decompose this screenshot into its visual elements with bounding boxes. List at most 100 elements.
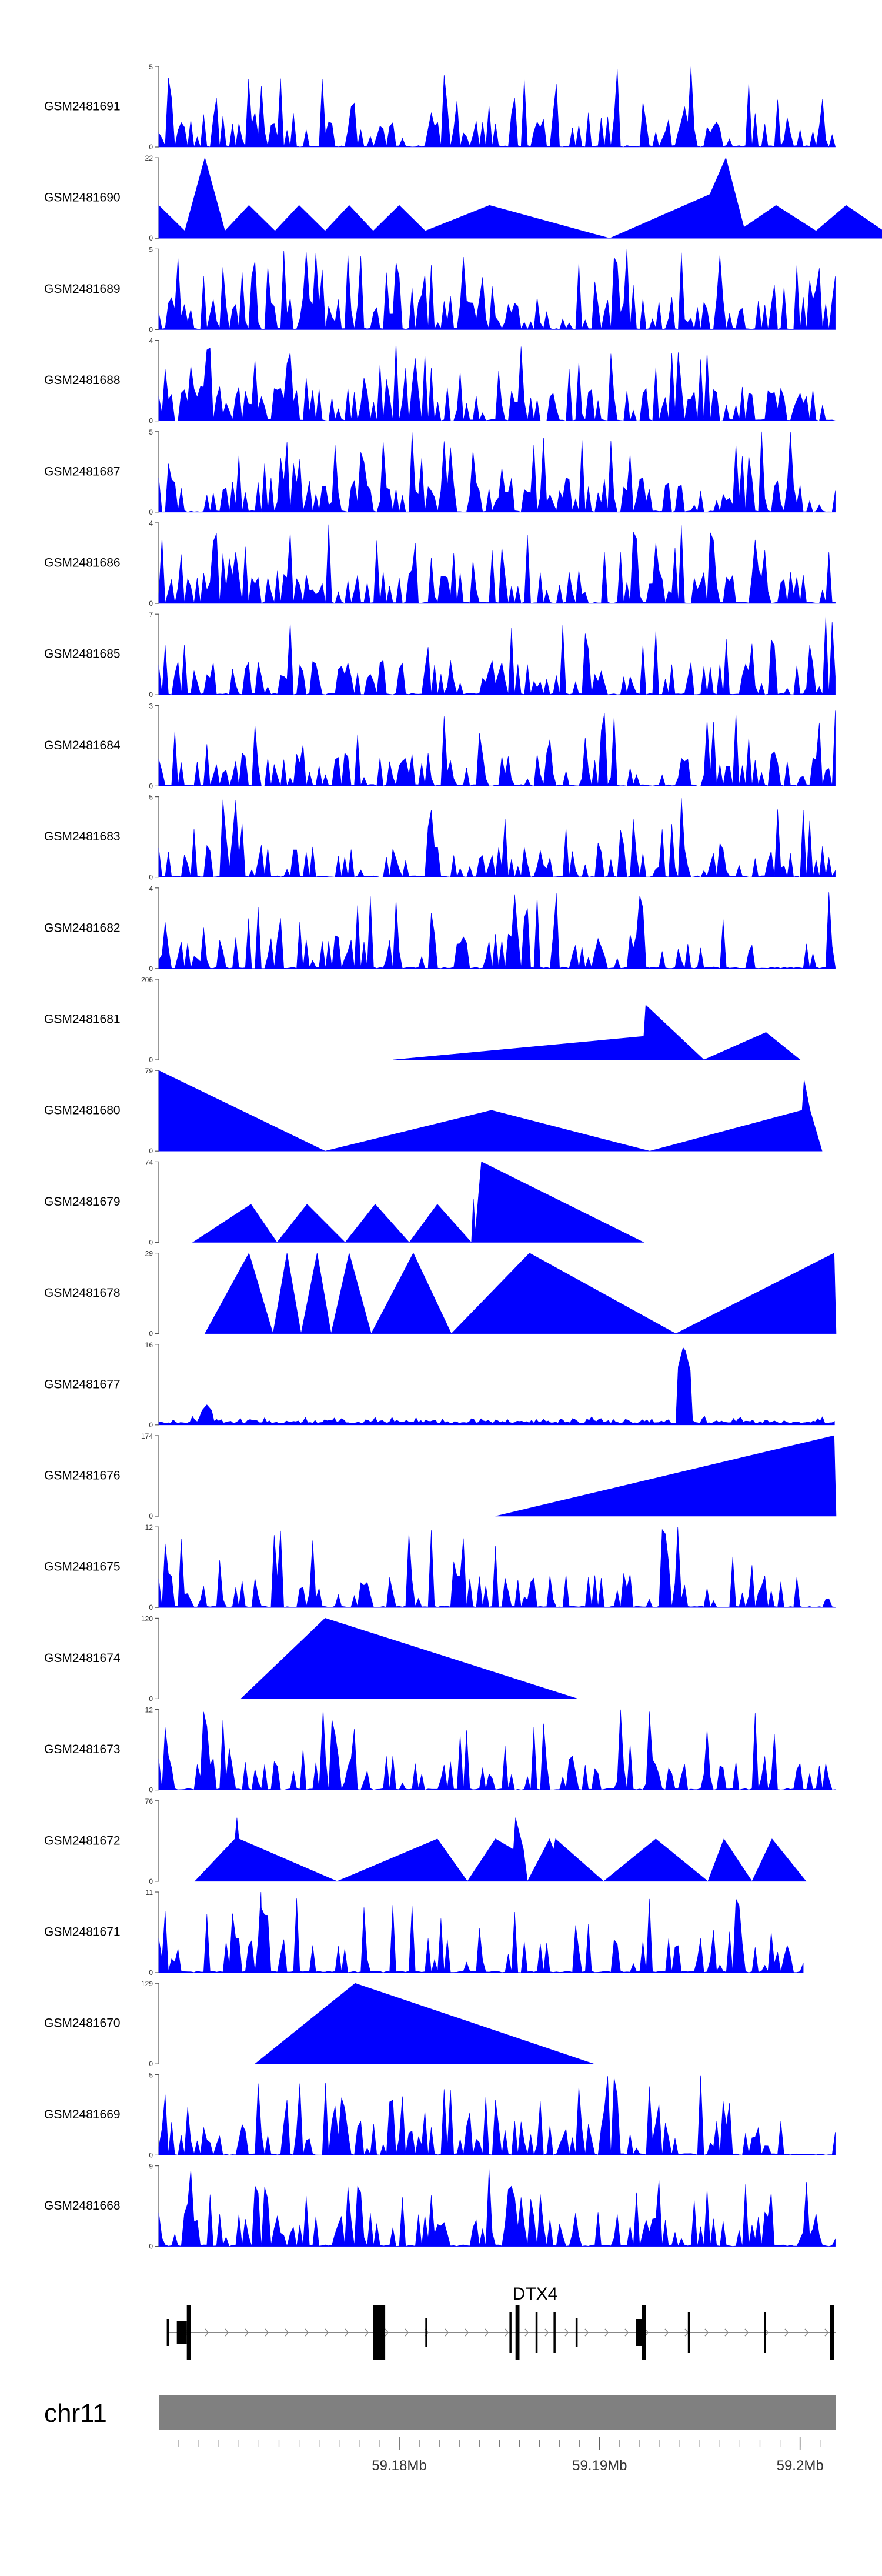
track-y-zero-label: 0 xyxy=(149,1330,153,1338)
strand-arrow xyxy=(564,2328,569,2337)
track-y-zero-label: 0 xyxy=(149,417,153,425)
track-label: GSM2481679 xyxy=(44,1195,121,1209)
strand-arrow xyxy=(604,2328,609,2337)
track-GSM2481676: GSM2481676 174 0 xyxy=(44,1432,837,1520)
coverage-tracks: GSM248169150GSM2481690220GSM248168950GSM… xyxy=(44,63,882,2251)
track-y-max-label: 7 xyxy=(149,610,153,619)
exon xyxy=(509,2312,512,2353)
coverage-area xyxy=(158,1709,836,1790)
track-y-max-label: 3 xyxy=(149,702,153,710)
track-GSM2481689: GSM2481689 5 0 xyxy=(44,245,836,333)
strand-arrow xyxy=(664,2328,669,2337)
strand-arrow xyxy=(624,2328,629,2337)
track-label: GSM2481681 xyxy=(44,1013,121,1026)
track-GSM2481677: GSM2481677 16 0 xyxy=(44,1341,835,1429)
track-y-zero-label: 0 xyxy=(149,1238,153,1246)
track-y-zero-label: 0 xyxy=(149,599,153,608)
exon xyxy=(575,2318,578,2347)
coverage-area xyxy=(158,1891,804,1973)
gene-exons xyxy=(166,2305,834,2360)
gene-label: DTX4 xyxy=(513,2284,558,2304)
track-label: GSM2481684 xyxy=(44,739,121,752)
track-y-zero-label: 0 xyxy=(149,965,153,973)
track-GSM2481671: GSM2481671 11 0 xyxy=(44,1888,804,1977)
track-label: GSM2481688 xyxy=(44,373,121,387)
coverage-area xyxy=(158,524,836,604)
coverage-area xyxy=(495,1435,837,1517)
strand-arrow xyxy=(465,2328,469,2337)
track-y-max-label: 4 xyxy=(149,519,153,528)
track-label: GSM2481672 xyxy=(44,1834,121,1847)
strand-arrow xyxy=(285,2328,289,2337)
exon xyxy=(515,2305,520,2360)
coverage-area xyxy=(158,2075,836,2156)
track-y-zero-label: 0 xyxy=(149,1603,153,1611)
coverage-area xyxy=(158,2168,836,2247)
track-GSM2481686: GSM2481686 4 0 xyxy=(44,519,836,608)
exon xyxy=(186,2305,191,2360)
coverage-area xyxy=(194,1817,807,1882)
track-y-zero-label: 0 xyxy=(149,508,153,516)
coverage-area xyxy=(158,710,836,787)
exon xyxy=(642,2305,646,2360)
strand-arrow xyxy=(385,2328,389,2337)
strand-arrow xyxy=(524,2328,529,2337)
track-GSM2481681: GSM2481681 206 0 xyxy=(44,976,801,1064)
track-y-zero-label: 0 xyxy=(149,143,153,151)
track-GSM2481687: GSM2481687 5 0 xyxy=(44,428,836,516)
track-y-max-label: 4 xyxy=(149,885,153,893)
strand-arrow xyxy=(744,2328,749,2337)
track-label: GSM2481670 xyxy=(44,2017,121,2030)
track-label: GSM2481673 xyxy=(44,1743,121,1756)
track-y-max-label: 129 xyxy=(141,1980,153,1988)
track-y-max-label: 22 xyxy=(145,154,153,162)
coverage-area xyxy=(204,1252,837,1334)
track-y-zero-label: 0 xyxy=(149,1877,153,1886)
track-label: GSM2481687 xyxy=(44,465,121,478)
track-label: GSM2481674 xyxy=(44,1651,121,1665)
track-GSM2481674: GSM2481674 120 0 xyxy=(44,1614,578,1703)
track-GSM2481685: GSM2481685 7 0 xyxy=(44,610,836,699)
track-label: GSM2481682 xyxy=(44,921,121,935)
gene-model-track: DTX4 xyxy=(166,2284,836,2360)
track-label: GSM2481675 xyxy=(44,1560,121,1574)
chromosome-label: chr11 xyxy=(44,2399,107,2428)
coverage-area xyxy=(393,1005,801,1060)
track-y-max-label: 79 xyxy=(145,1067,153,1075)
track-label: GSM2481680 xyxy=(44,1104,121,1117)
track-y-zero-label: 0 xyxy=(149,782,153,790)
coverage-area xyxy=(158,66,836,148)
strand-arrow xyxy=(265,2328,269,2337)
exon xyxy=(687,2312,690,2353)
track-y-zero-label: 0 xyxy=(149,1147,153,1155)
track-GSM2481672: GSM2481672 76 0 xyxy=(44,1797,807,1886)
track-label: GSM2481678 xyxy=(44,1286,121,1300)
track-GSM2481673: GSM2481673 12 0 xyxy=(44,1706,836,1794)
exon xyxy=(535,2312,538,2353)
track-y-zero-label: 0 xyxy=(149,1694,153,1703)
strand-arrow xyxy=(325,2328,329,2337)
exon xyxy=(166,2319,169,2346)
track-GSM2481683: GSM2481683 5 0 xyxy=(44,793,836,882)
strand-arrow xyxy=(584,2328,589,2337)
track-y-max-label: 5 xyxy=(149,2071,153,2079)
coverage-area xyxy=(254,1983,594,2064)
strand-arrow xyxy=(365,2328,369,2337)
strand-arrow xyxy=(804,2328,808,2337)
strand-arrow xyxy=(724,2328,729,2337)
strand-arrow xyxy=(205,2328,209,2337)
track-y-max-label: 5 xyxy=(149,793,153,802)
track-y-max-label: 4 xyxy=(149,337,153,345)
track-GSM2481691: GSM2481691 5 0 xyxy=(44,63,836,151)
coverage-area xyxy=(158,616,836,695)
coverage-area xyxy=(158,342,836,421)
track-label: GSM2481689 xyxy=(44,282,121,296)
strand-arrow xyxy=(345,2328,349,2337)
track-y-max-label: 9 xyxy=(149,2163,153,2171)
track-label: GSM2481691 xyxy=(44,100,121,114)
coverage-area xyxy=(158,798,836,878)
strand-arrow xyxy=(704,2328,709,2337)
track-y-max-label: 29 xyxy=(145,1250,153,1258)
track-GSM2481684: GSM2481684 3 0 xyxy=(44,702,836,790)
axis-tick-label: 59.18Mb xyxy=(372,2458,426,2474)
